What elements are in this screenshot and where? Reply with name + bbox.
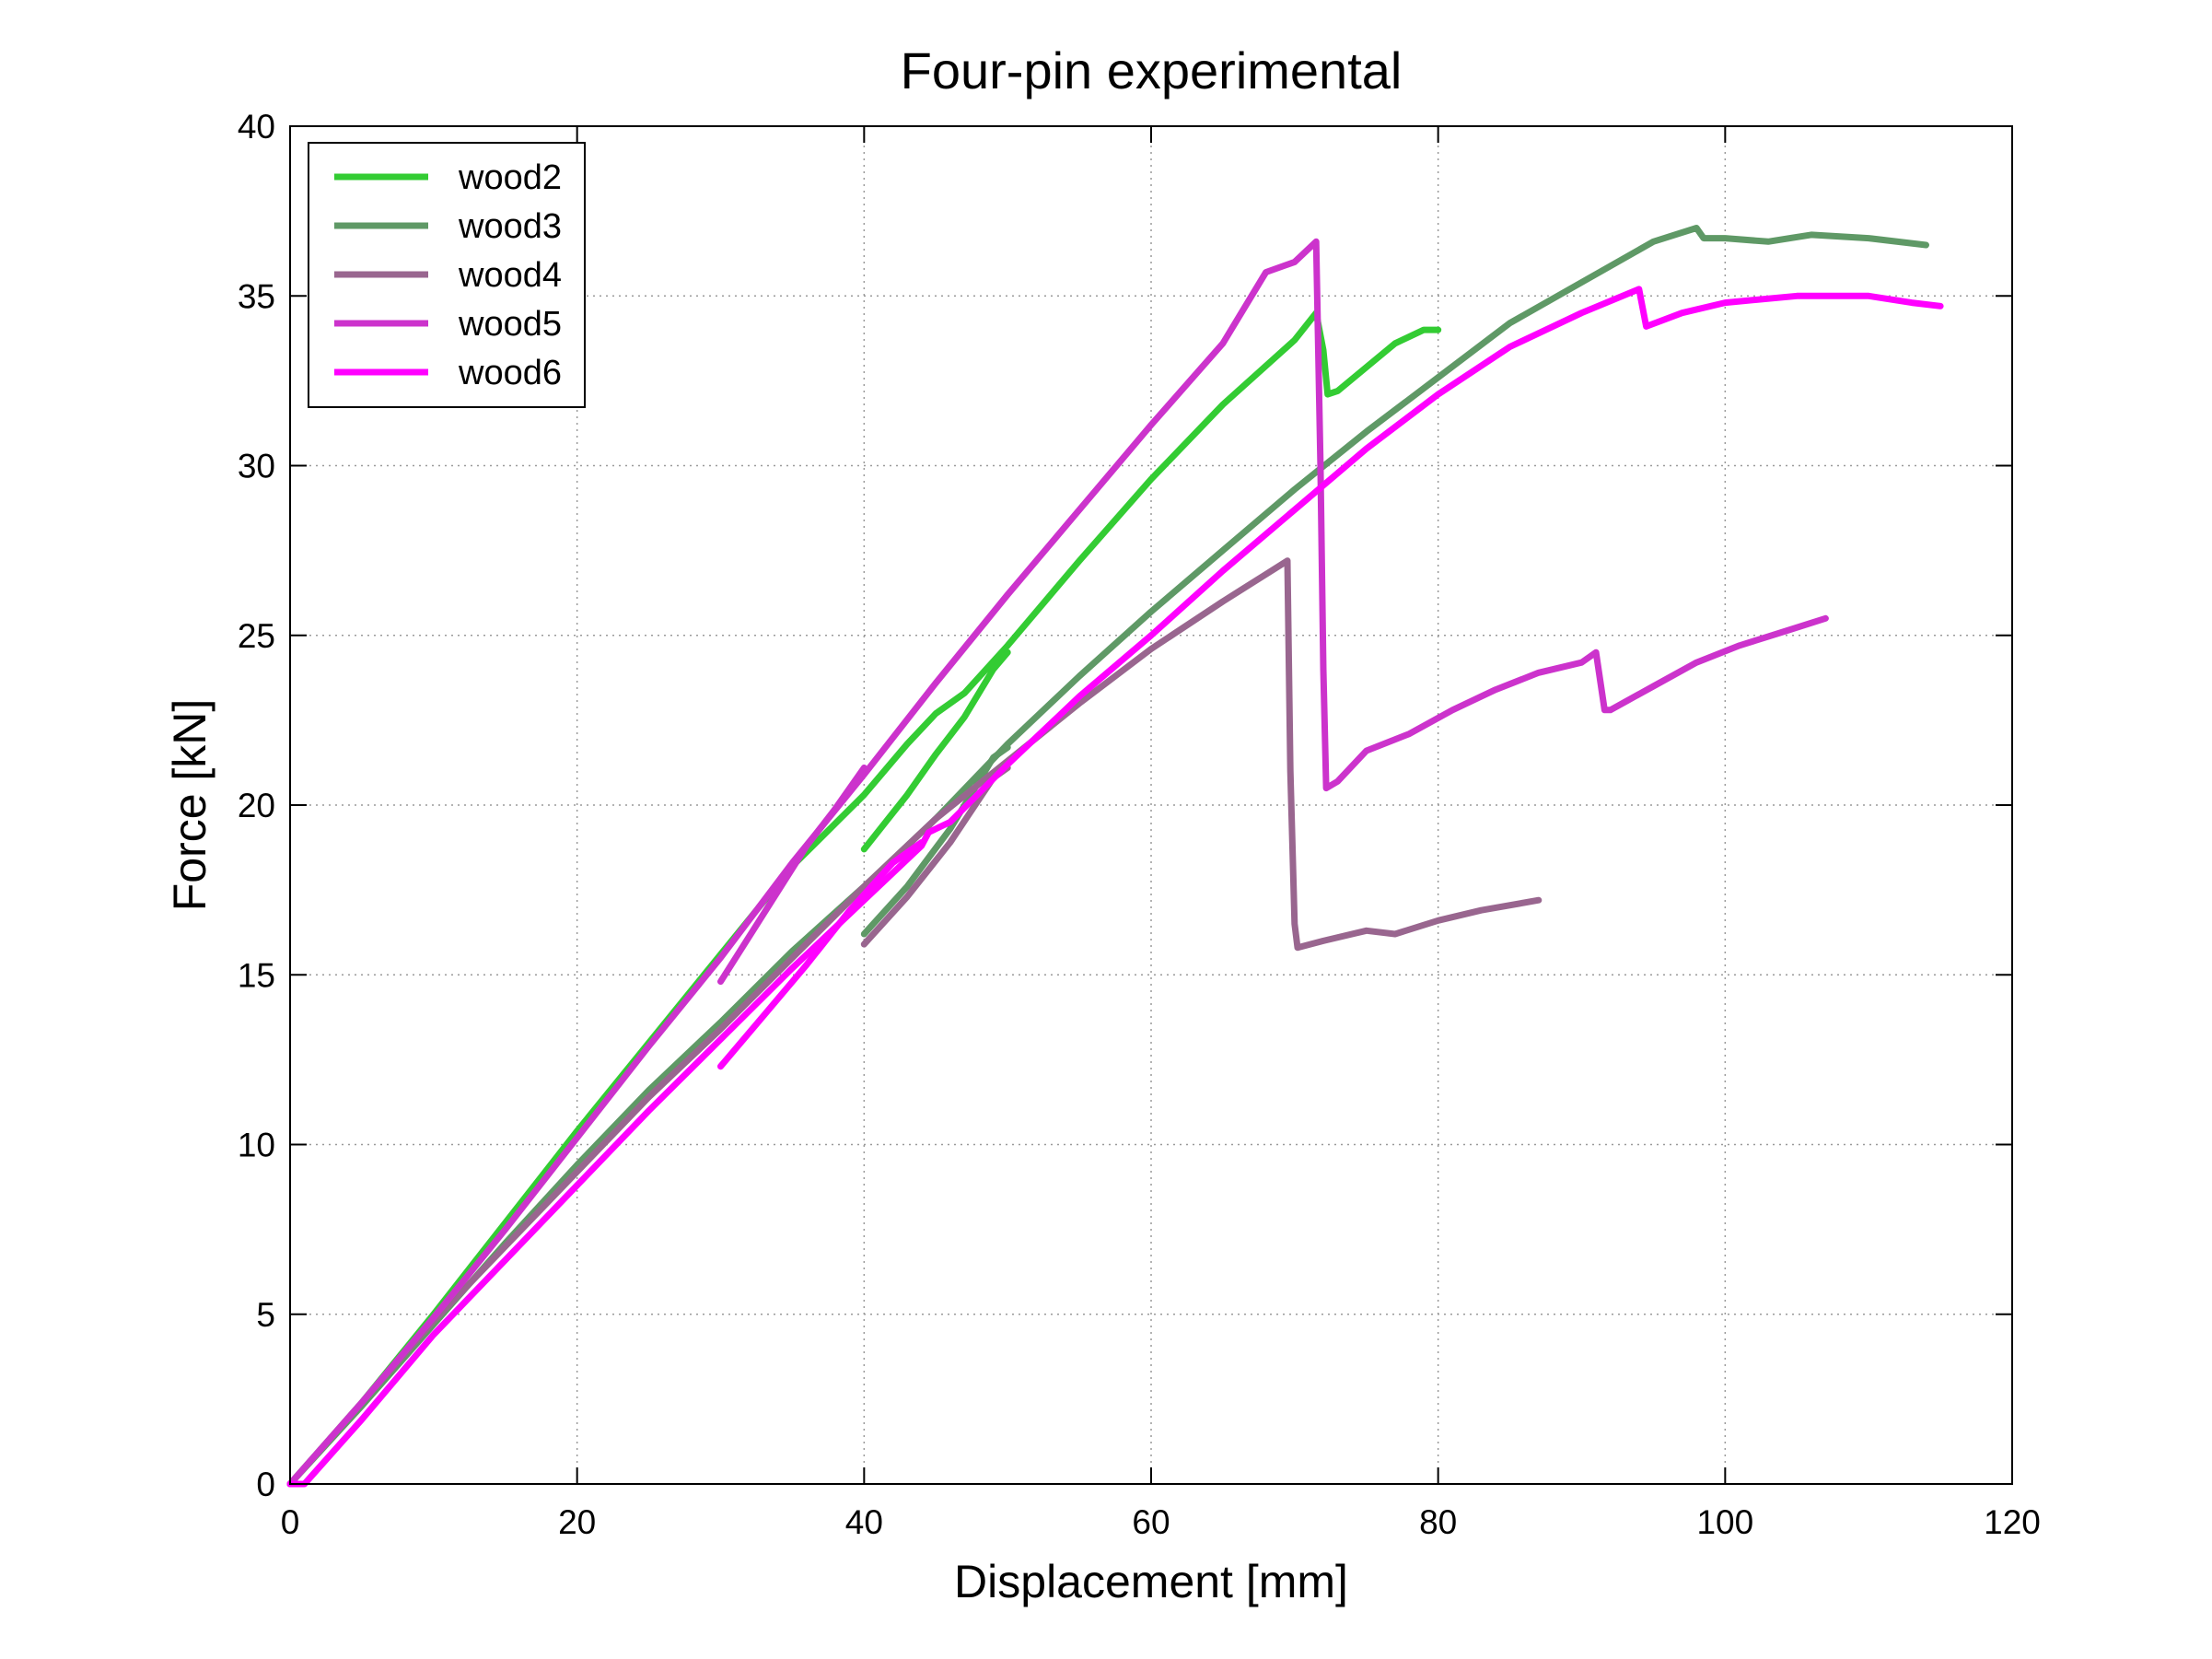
x-tick-label: 60 [1132,1503,1170,1541]
x-tick-label: 120 [1984,1503,2041,1541]
series-line-wood2 [860,648,1011,853]
series-line-wood6 [717,839,926,1070]
series-line-wood4 [286,557,1543,1488]
series-wood3 [286,225,1929,1488]
legend-label-wood2: wood2 [458,158,562,197]
y-tick-label: 0 [256,1466,275,1503]
x-tick-label: 20 [558,1503,596,1541]
series-line-wood5 [717,765,867,986]
series-line-wood5 [286,238,1829,1488]
y-tick-label: 30 [238,448,275,485]
series-line-wood6 [286,286,1944,1488]
legend-label-wood3: wood3 [458,207,562,246]
y-tick-label: 20 [238,787,275,824]
y-tick-label: 40 [238,108,275,146]
x-tick-label: 80 [1419,1503,1457,1541]
series-wood2 [286,310,1442,1488]
series-line-wood3 [860,743,1011,938]
legend: wood2 wood3 wood4 wood5 wood6 [308,142,586,408]
series-line-wood3 [286,225,1929,1488]
x-axis-title: Displacement [mm] [954,1556,1348,1607]
series-lines [286,225,1944,1488]
legend-label-wood6: wood6 [458,354,562,392]
y-tick-label: 5 [256,1296,275,1334]
y-tick-label: 15 [238,956,275,994]
x-tick-label: 40 [845,1503,883,1541]
legend-label-wood5: wood5 [458,305,562,344]
y-tick-label: 25 [238,617,275,655]
series-wood5 [286,238,1829,1488]
legend-label-wood4: wood4 [458,256,562,295]
series-line-wood2 [286,310,1442,1488]
y-axis-title: Force [kN] [164,699,215,912]
y-tick-label: 10 [238,1127,275,1164]
chart-title: Four-pin experimental [901,41,1403,99]
axis-ticks: 0 20 40 60 80 100 120 0 5 10 15 20 25 30 35 40 [238,108,2041,1541]
y-tick-label: 35 [238,277,275,315]
x-tick-label: 100 [1696,1503,1753,1541]
x-tick-label: 0 [281,1503,300,1541]
series-wood6 [286,286,1944,1488]
